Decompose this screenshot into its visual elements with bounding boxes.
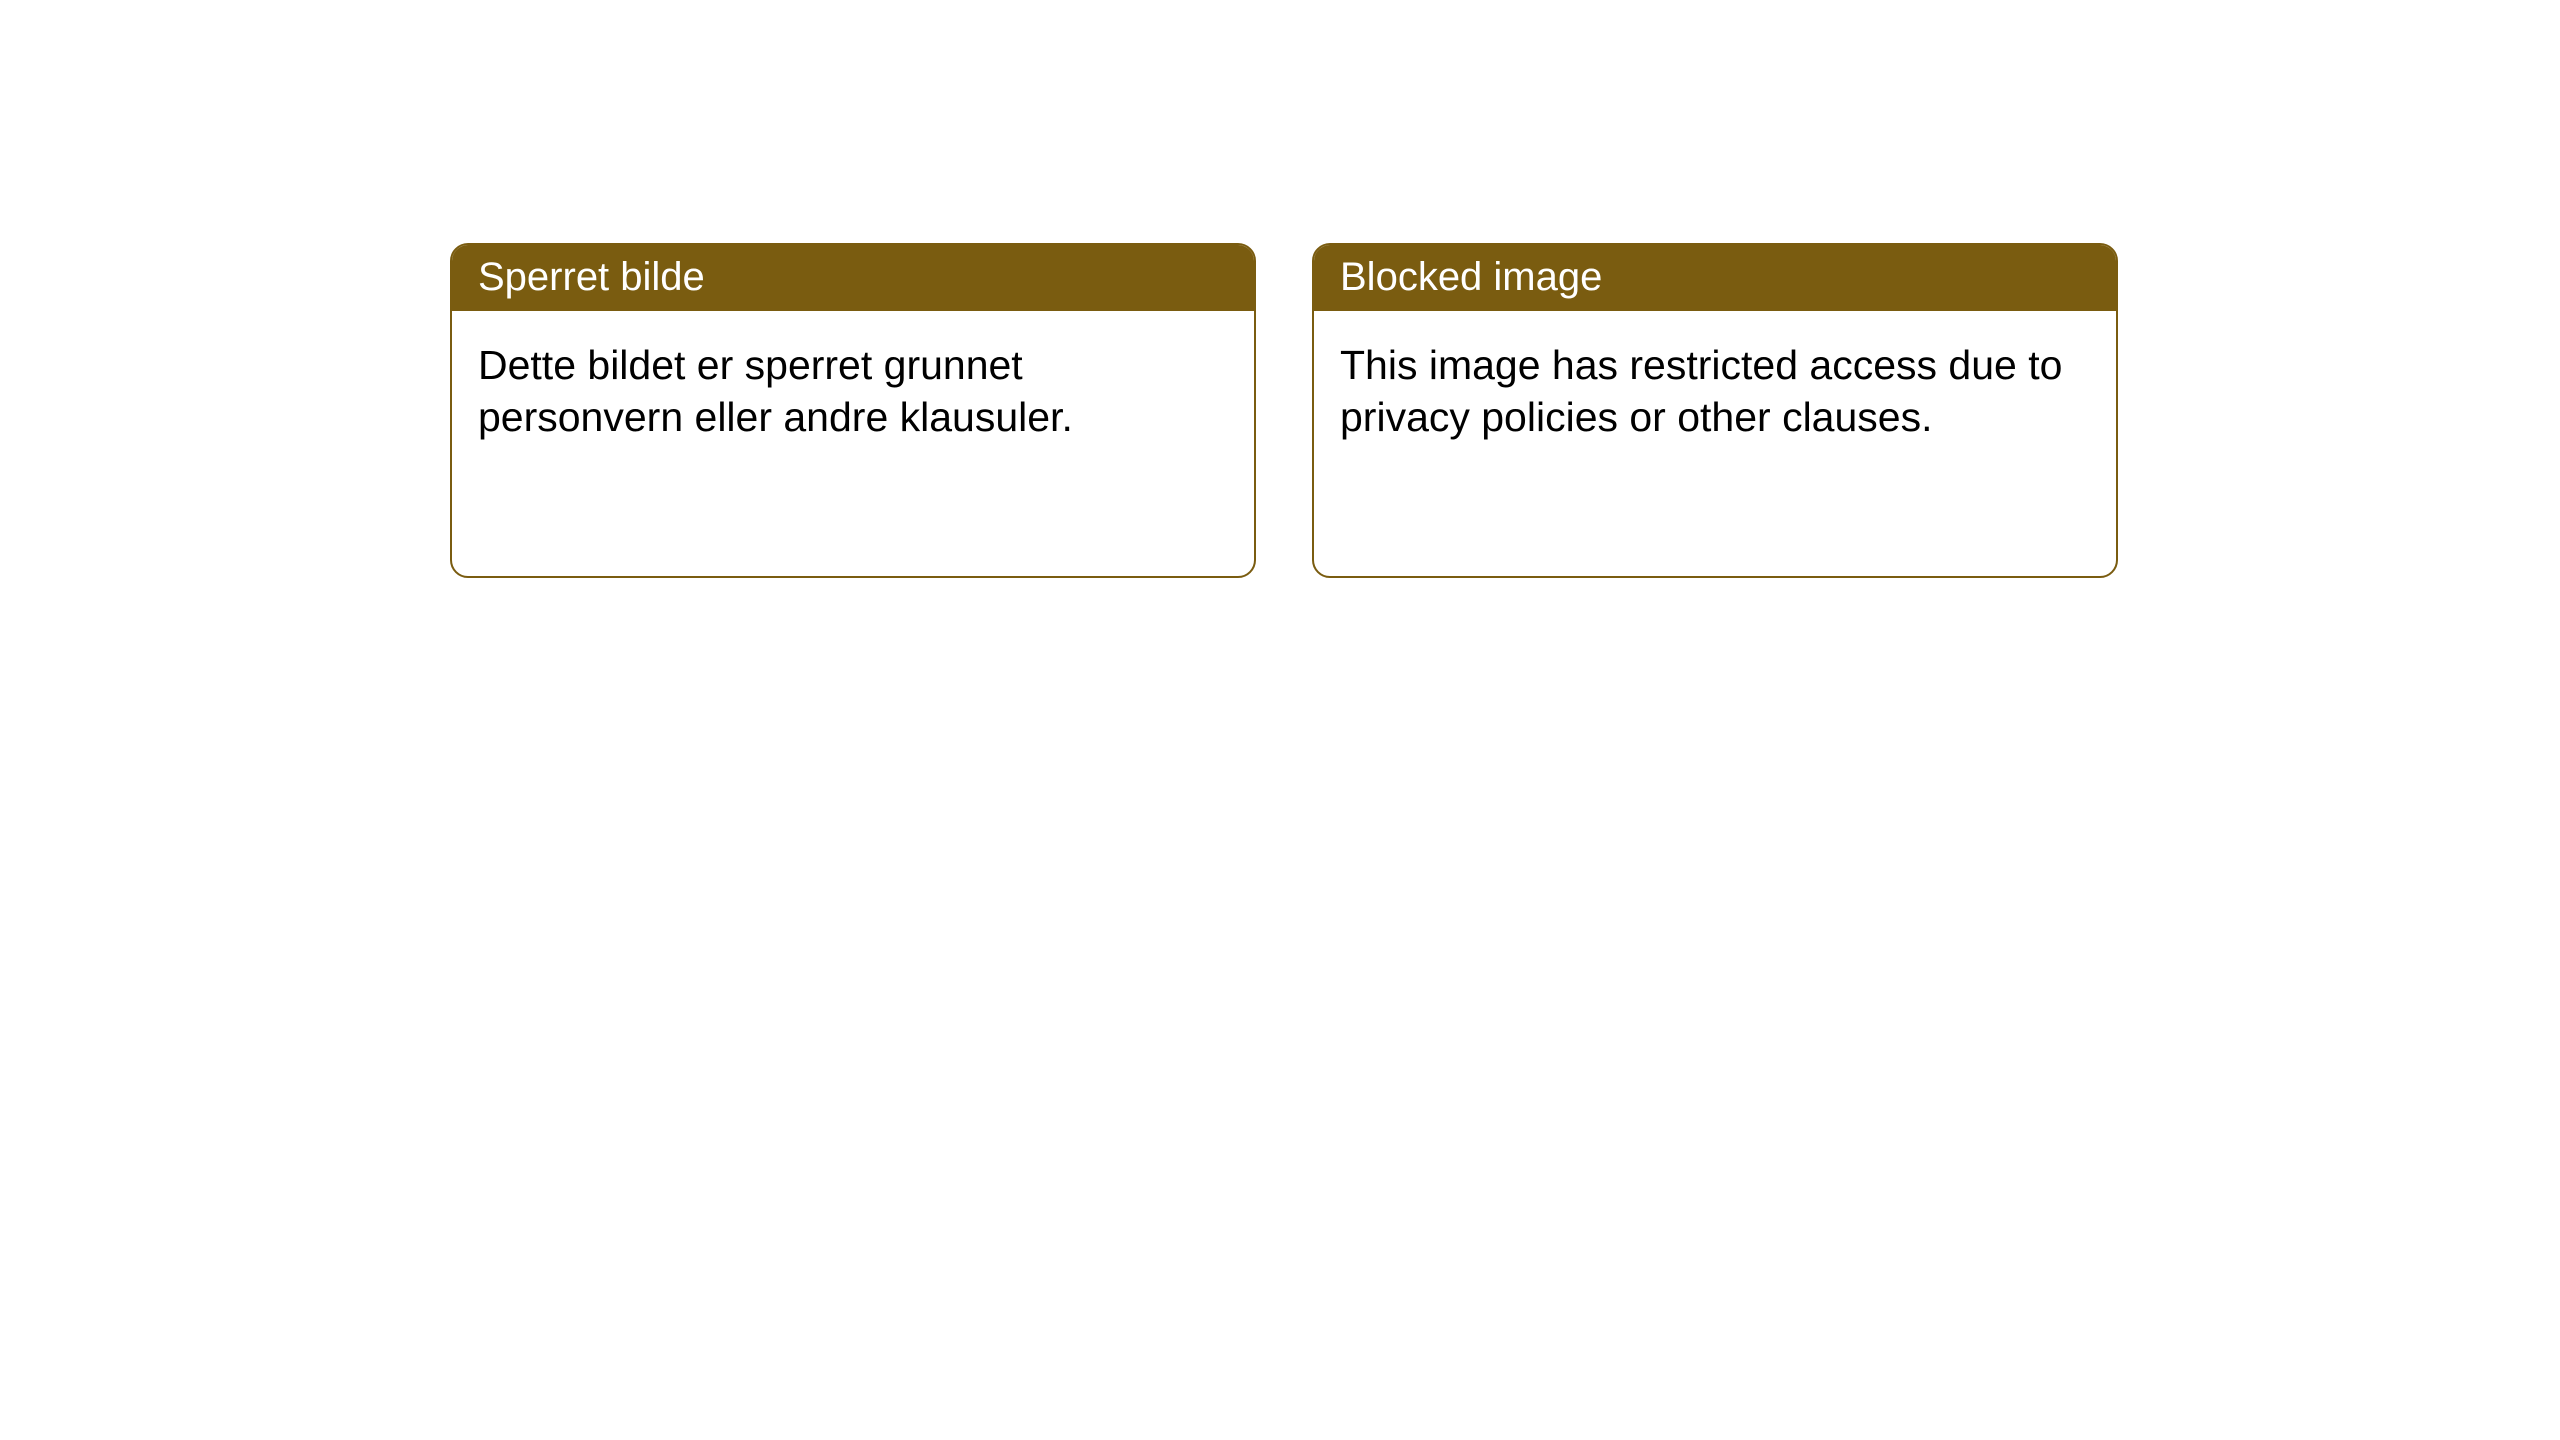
notice-card-title-english: Blocked image <box>1314 245 2116 311</box>
notice-card-title-norwegian: Sperret bilde <box>452 245 1254 311</box>
notice-cards-container: Sperret bilde Dette bildet er sperret gr… <box>450 243 2118 578</box>
notice-card-body-norwegian: Dette bildet er sperret grunnet personve… <box>452 311 1254 472</box>
notice-card-norwegian: Sperret bilde Dette bildet er sperret gr… <box>450 243 1256 578</box>
notice-card-english: Blocked image This image has restricted … <box>1312 243 2118 578</box>
notice-card-body-english: This image has restricted access due to … <box>1314 311 2116 472</box>
